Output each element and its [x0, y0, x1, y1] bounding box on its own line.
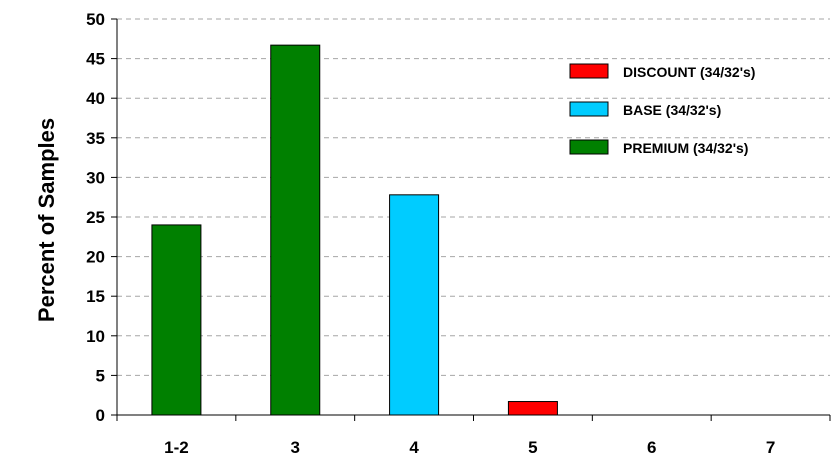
y-tick-label: 5 [96, 366, 105, 385]
x-tick-label: 7 [766, 438, 775, 457]
y-axis-ticks: 0 5 10 15 20 25 30 35 40 45 50 [86, 10, 117, 425]
y-tick-label: 10 [86, 327, 105, 346]
bar-4 [389, 194, 440, 416]
y-tick-label: 45 [86, 50, 105, 69]
x-tick-label: 3 [291, 438, 300, 457]
legend: DISCOUNT (34/32's) BASE (34/32's) PREMIUM … [569, 63, 755, 156]
legend-swatch [569, 139, 609, 155]
x-axis-ticks: 1-2 3 4 5 6 7 [116, 415, 831, 457]
y-tick-label: 0 [96, 406, 105, 425]
legend-label: DISCOUNT (34/32's) [623, 64, 755, 80]
x-tick-label: 4 [409, 438, 419, 457]
y-tick-label: 50 [86, 10, 105, 29]
y-tick-label: 40 [86, 89, 105, 108]
bar-1-2 [151, 224, 202, 416]
y-tick-label: 35 [86, 129, 105, 148]
y-tick-label: 20 [86, 248, 105, 267]
legend-swatch [569, 101, 609, 117]
y-tick-label: 25 [86, 208, 105, 227]
bars [151, 44, 558, 416]
grid-lines [117, 18, 830, 376]
x-tick-label: 1-2 [164, 438, 189, 457]
legend-label: BASE (34/32's) [623, 102, 721, 118]
y-tick-label: 30 [86, 168, 105, 187]
legend-label: PREMIUM (34/32's) [623, 140, 748, 156]
y-axis-label: Percent of Samples [34, 118, 59, 322]
x-tick-label: 6 [647, 438, 656, 457]
bar-3 [270, 44, 321, 416]
x-tick-label: 5 [528, 438, 537, 457]
y-tick-label: 15 [86, 287, 105, 306]
legend-swatch [569, 63, 609, 79]
bar-5 [507, 401, 558, 416]
